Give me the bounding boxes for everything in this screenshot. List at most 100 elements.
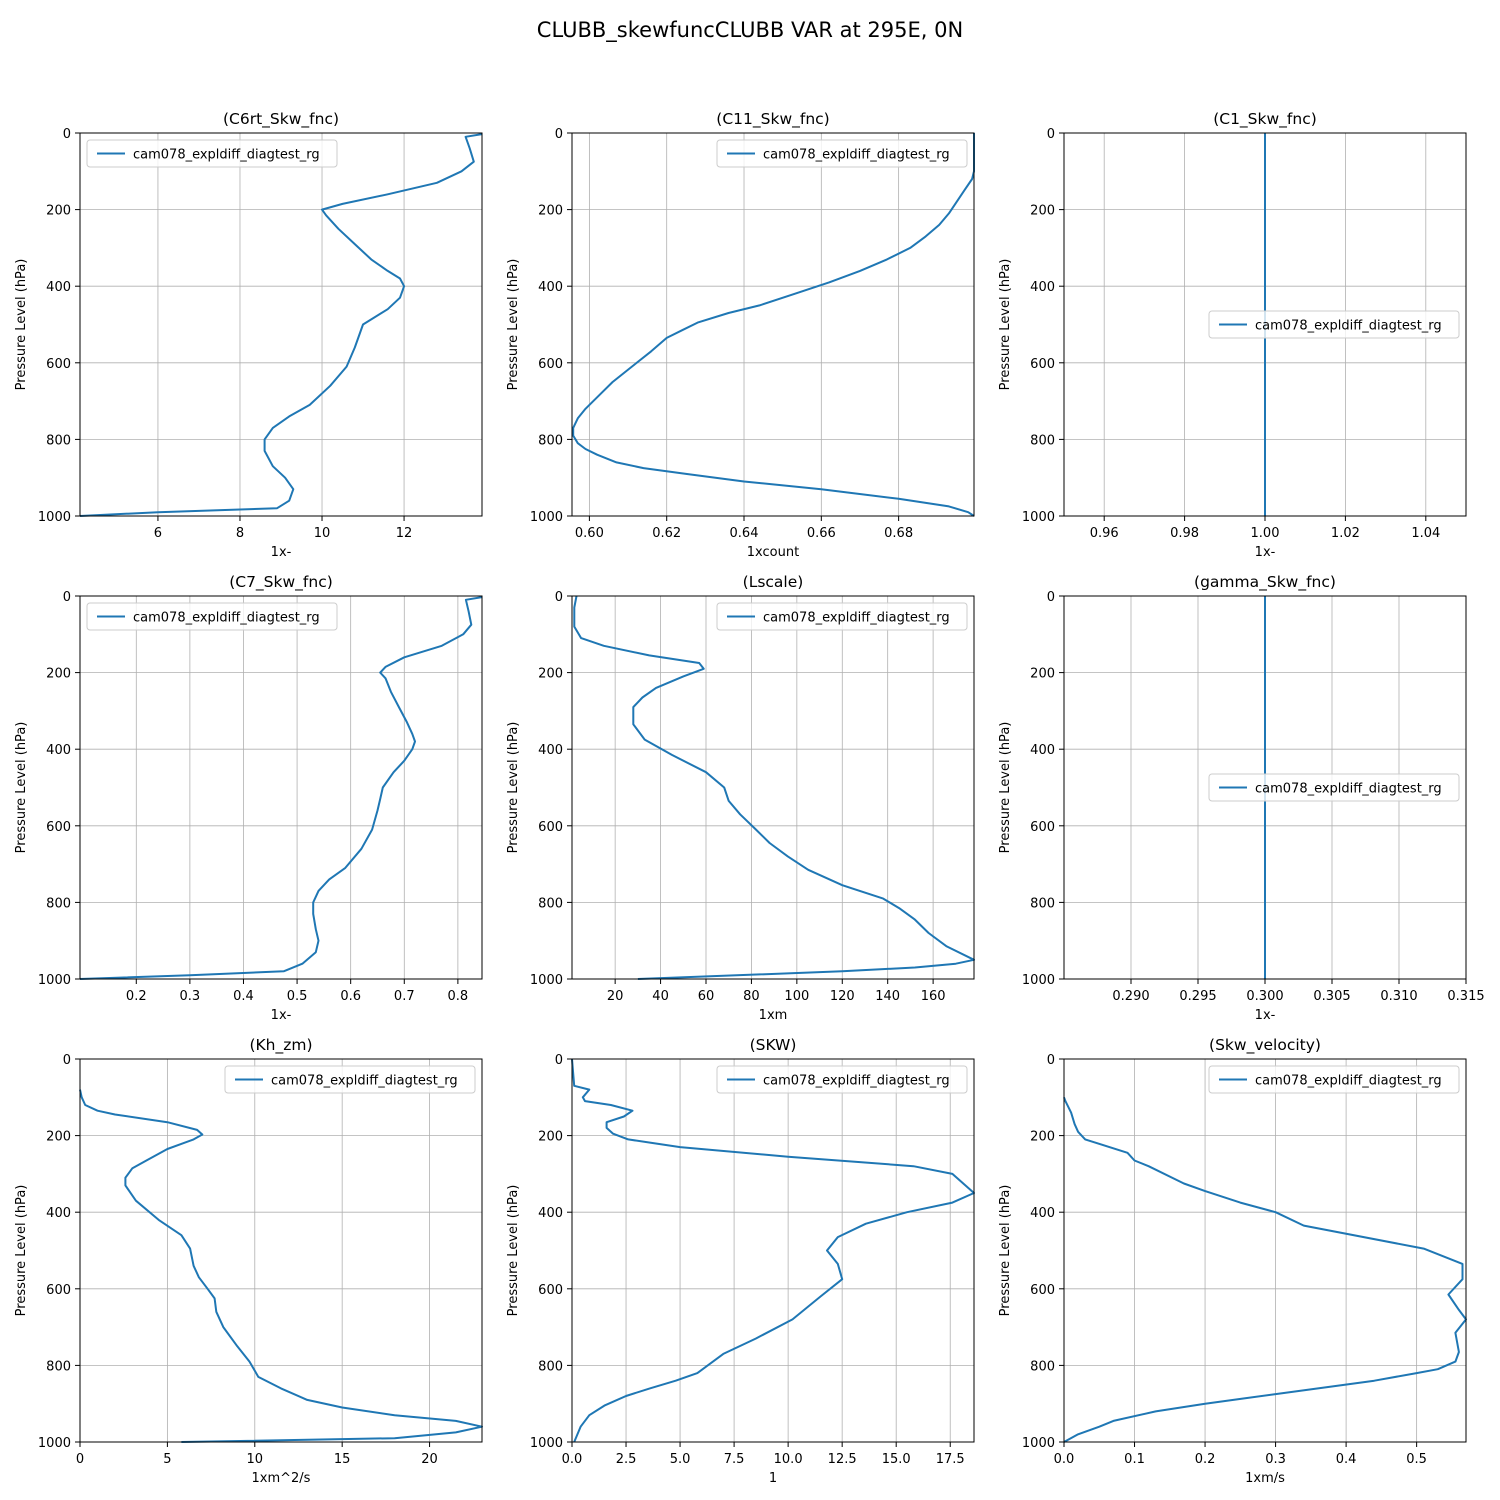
y-axis-label: Pressure Level (hPa) [506,722,521,854]
y-axis-label: Pressure Level (hPa) [998,1185,1013,1317]
subplot-title: (Kh_zm) [249,1036,312,1055]
x-tick-label: 7.5 [724,1452,745,1467]
x-tick-label: 0.3 [180,989,201,1004]
y-tick-label: 0 [63,127,71,142]
y-tick-label: 1000 [38,973,71,988]
y-axis-label: Pressure Level (hPa) [506,1185,521,1317]
legend-label: cam078_expldiff_diagtest_rg [1255,782,1442,797]
x-tick-label: 1.02 [1331,526,1360,541]
x-tick-label: 10 [314,526,331,541]
y-tick-label: 400 [46,743,71,758]
plot-frame [571,132,975,517]
x-tick-label: 0.60 [575,526,604,541]
x-tick-label: 12 [396,526,413,541]
subplot-title: (C7_Skw_fnc) [229,573,333,592]
x-tick-label: 8 [236,526,244,541]
x-axis-label: 1x- [271,545,292,560]
legend: cam078_expldiff_diagtest_rg [1208,1065,1460,1094]
legend: cam078_expldiff_diagtest_rg [1208,773,1460,802]
subplot-2: 0.60 0.62 0.64 0.66 0.68 0 200 400 600 800 1000 (C1… [506,110,975,560]
series-line [79,596,483,980]
y-tick-label: 1000 [530,973,563,988]
y-tick-label: 600 [538,357,563,372]
y-tick-label: 400 [1030,743,1055,758]
legend-label: cam078_expldiff_diagtest_rg [1255,1074,1442,1089]
plot-frame [79,132,483,517]
y-tick-label: 1000 [38,510,71,525]
legend: cam078_expldiff_diagtest_rg [1208,310,1460,339]
x-tick-label: 0.4 [1336,1452,1357,1467]
x-tick-label: 80 [743,989,760,1004]
y-axis-label: Pressure Level (hPa) [506,259,521,391]
x-tick-label: 0.5 [1406,1452,1427,1467]
legend-label: cam078_expldiff_diagtest_rg [1255,319,1442,334]
legend-frame [224,1065,476,1094]
x-tick-label: 0.7 [394,989,415,1004]
y-tick-label: 800 [538,1359,563,1374]
legend-label: cam078_expldiff_diagtest_rg [271,1074,458,1089]
x-tick-label: 0.290 [1112,989,1149,1004]
y-tick-label: 0 [1047,127,1055,142]
y-tick-label: 0 [63,1053,71,1068]
x-tick-label: 140 [875,989,900,1004]
legend-frame [86,602,338,631]
y-tick-label: 1000 [1022,510,1055,525]
legend-label: cam078_expldiff_diagtest_rg [763,1074,950,1089]
series-line [572,133,975,517]
x-axis-label: 1x- [271,1008,292,1023]
y-tick-label: 600 [1030,357,1055,372]
y-tick-label: 200 [46,204,71,219]
y-tick-label: 200 [538,667,563,682]
x-tick-label: 0.310 [1380,989,1417,1004]
subplot-5: 20 40 60 80 100 120 140 160 0 200 400 600 800 1000 (Ls… [506,573,975,1023]
x-tick-label: 0.64 [730,526,759,541]
subplot-1: 6 8 10 12 0 200 400 600 800 1000 (C6rt_Skw_fnc) 1x-… [14,110,483,560]
y-tick-label: 200 [46,667,71,682]
x-tick-label: 120 [830,989,855,1004]
series-line [79,133,483,517]
y-tick-label: 400 [1030,280,1055,295]
x-axis-label: 1xm^2/s [252,1471,311,1486]
x-tick-label: 0.2 [1195,1452,1216,1467]
legend-label: cam078_expldiff_diagtest_rg [133,611,320,626]
x-tick-label: 100 [784,989,809,1004]
x-tick-label: 160 [921,989,946,1004]
x-tick-label: 0.68 [884,526,913,541]
y-tick-label: 1000 [1022,1436,1055,1451]
subplot-title: (C1_Skw_fnc) [1213,110,1317,129]
y-tick-label: 800 [46,1359,71,1374]
x-tick-label: 0.98 [1170,526,1199,541]
legend: cam078_expldiff_diagtest_rg [716,139,968,168]
y-tick-label: 1000 [530,1436,563,1451]
plot-frame [79,595,483,980]
y-tick-label: 800 [538,896,563,911]
y-tick-label: 600 [46,357,71,372]
series-line [79,1089,483,1443]
y-tick-label: 0 [63,590,71,605]
subplot-grid: 6 8 10 1202004006008001000(C6rt_Skw_fnc)1x-… [14,110,1485,1486]
series-line [571,1058,975,1443]
y-tick-label: 600 [538,820,563,835]
y-tick-label: 200 [46,1130,71,1145]
x-tick-label: 20 [607,989,624,1004]
subplot-4: 0.2 0.3 0.4 0.5 0.6 0.7 0.8 0 200 400 600 800 1000 (C… [14,573,483,1023]
x-tick-label: 0.305 [1313,989,1350,1004]
y-tick-label: 0 [555,127,563,142]
x-axis-label: 1xm [759,1008,788,1023]
legend-frame [716,1065,968,1094]
x-tick-label: 15 [334,1452,351,1467]
legend-frame [716,139,968,168]
plot-frame [1063,1058,1467,1443]
figure-title: CLUBB_skewfuncCLUBB VAR at 295E, 0N [537,18,963,43]
y-tick-label: 200 [1030,667,1055,682]
y-tick-label: 400 [46,1206,71,1221]
y-tick-label: 200 [1030,1130,1055,1145]
x-tick-label: 12.5 [828,1452,857,1467]
y-tick-label: 0 [1047,590,1055,605]
x-tick-label: 0.0 [1054,1452,1075,1467]
x-tick-label: 15.0 [882,1452,911,1467]
y-tick-label: 600 [1030,820,1055,835]
subplot-8: 0.0 2.5 5.0 7.5 10.0 12.5 15.0 17.5 0 200 400 600 80… [506,1036,975,1486]
subplot-6: 0.290 0.295 0.300 0.305 0.310 0.315 0 200 400 600… [998,573,1485,1023]
